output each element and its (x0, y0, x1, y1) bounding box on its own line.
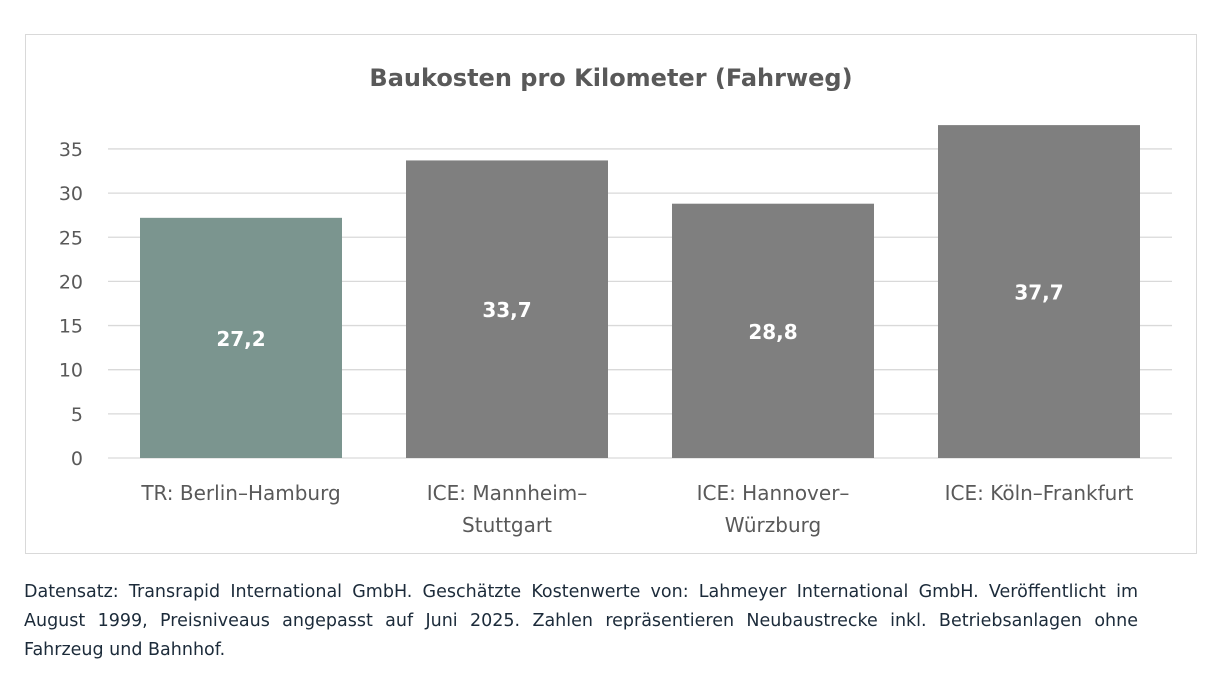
y-tick-label: 0 (71, 448, 83, 470)
bar-chart: Baukosten pro Kilometer (Fahrweg) 0 5 10 15… (59, 64, 1172, 537)
y-tick-label: 35 (59, 139, 83, 161)
x-category-label: ICE: Mannheim– (427, 481, 587, 505)
x-category-label: Würzburg (725, 513, 821, 537)
y-tick-label: 5 (71, 404, 83, 426)
chart-frame: Baukosten pro Kilometer (Fahrweg) 0 5 10 15… (25, 34, 1197, 554)
bar (938, 125, 1140, 458)
data-label: 33,7 (482, 298, 531, 322)
data-label: 27,2 (216, 327, 265, 351)
x-category-label: TR: Berlin–Hamburg (140, 481, 340, 505)
x-category-label: ICE: Köln–Frankfurt (945, 481, 1134, 505)
bars (140, 125, 1140, 458)
y-tick-label: 30 (59, 183, 83, 205)
y-tick-label: 10 (59, 360, 83, 382)
y-tick-label: 20 (59, 271, 83, 293)
source-caption: Datensatz: Transrapid International GmbH… (24, 582, 1138, 660)
x-category-label: ICE: Hannover– (697, 481, 850, 505)
x-category-label: Stuttgart (462, 513, 552, 537)
y-tick-label: 25 (59, 227, 83, 249)
data-label: 37,7 (1014, 281, 1063, 305)
chart-title: Baukosten pro Kilometer (Fahrweg) (369, 64, 852, 92)
bar (140, 217, 342, 458)
data-label: 28,8 (748, 320, 797, 344)
labels: 0 5 10 15 20 25 30 35 27,2 TR: Berlin–Hamburg 33,7… (59, 139, 1134, 537)
bar (672, 203, 874, 458)
bar (406, 160, 608, 458)
y-tick-label: 15 (59, 316, 83, 338)
